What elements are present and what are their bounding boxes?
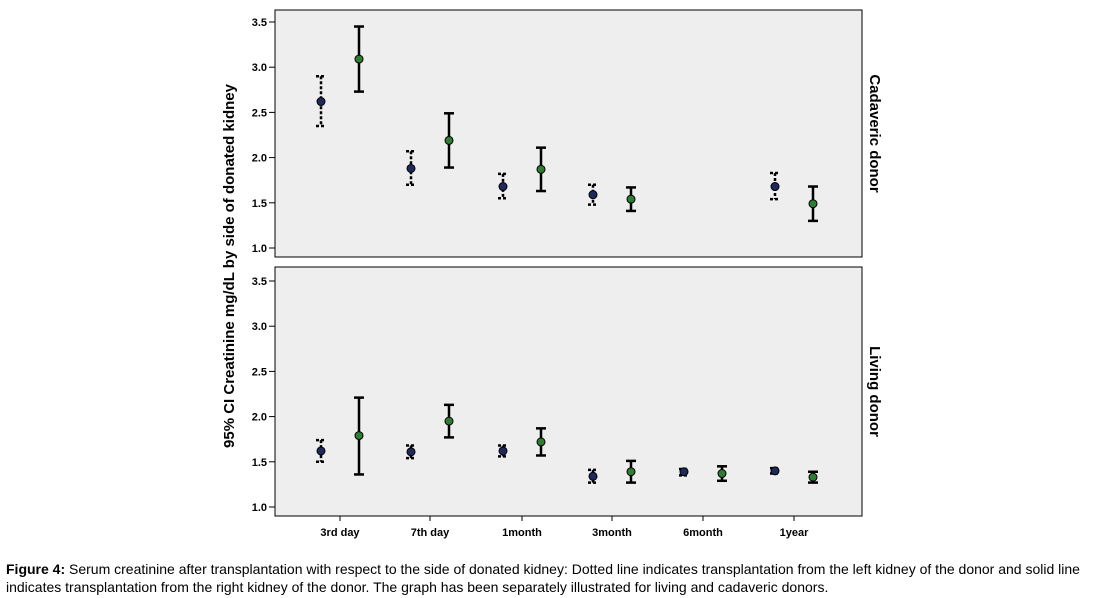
error-bar [808, 470, 818, 484]
error-bar [626, 459, 636, 484]
error-bar [354, 396, 364, 476]
mean-point [498, 182, 508, 192]
panel-1: 1.0 1.5 2.0 2.5 3.0 3.5 Living donor [252, 266, 883, 517]
series-left-kidney [316, 74, 780, 206]
error-bar [717, 465, 727, 483]
error-bar [536, 427, 546, 457]
mean-point [588, 471, 598, 481]
y-tick-label: 1.5 [252, 198, 267, 210]
x-tick-label: 1month [502, 527, 542, 539]
x-tick-label: 7th day [411, 527, 450, 539]
series-left-kidney [316, 438, 780, 484]
mean-point [808, 199, 818, 209]
error-bar [626, 186, 636, 213]
mean-point [444, 416, 454, 426]
series-right-kidney [354, 25, 818, 223]
error-bar [406, 150, 416, 186]
error-bar [498, 444, 508, 458]
mean-point [626, 194, 636, 204]
mean-point [588, 190, 598, 200]
y-tick-label: 2.0 [252, 412, 267, 424]
y-tick-label: 2.5 [252, 366, 267, 378]
error-bar [444, 112, 454, 169]
facet-label: Cadaveric donor [866, 74, 883, 193]
panel-background [274, 266, 863, 517]
mean-point [316, 97, 326, 107]
mean-point [808, 472, 818, 482]
error-bar [354, 25, 364, 93]
y-tick-label: 3.0 [252, 62, 267, 74]
x-tick-label: 3rd day [320, 527, 360, 539]
errorbar-chart: 1.0 1.5 2.0 2.5 3.0 3.5 Cadaveric donor 1.0 1.5 2… [221, 9, 883, 539]
mean-point [406, 447, 416, 457]
figure-caption: Figure 4: Serum creatinine after transpl… [6, 560, 1104, 596]
mean-point [536, 164, 546, 174]
mean-point [354, 431, 364, 441]
mean-point [536, 437, 546, 447]
error-bar [679, 467, 689, 477]
panel-background [274, 9, 863, 258]
y-tick-label: 3.5 [252, 17, 267, 29]
mean-point [444, 135, 454, 145]
x-tick-label: 6month [683, 527, 723, 539]
caption-label: Figure 4: [6, 561, 66, 577]
facet-label: Living donor [866, 346, 883, 437]
panel-0: 1.0 1.5 2.0 2.5 3.0 3.5 Cadaveric donor [252, 9, 883, 258]
error-bar [770, 466, 780, 476]
y-axis-label: 95% CI Creatinine mg/dL by side of donat… [221, 83, 238, 448]
y-tick-label: 2.0 [252, 153, 267, 165]
error-bar [588, 468, 598, 484]
error-bar [588, 183, 598, 206]
mean-point [770, 182, 780, 192]
mean-point [770, 466, 780, 476]
error-bar [316, 74, 326, 128]
mean-point [354, 54, 364, 64]
error-bar [498, 172, 508, 200]
error-bar [536, 146, 546, 193]
y-tick-label: 3.0 [252, 321, 267, 333]
error-bar [316, 438, 326, 464]
error-bar [808, 185, 818, 223]
mean-point [406, 163, 416, 173]
y-tick-label: 1.0 [252, 502, 267, 514]
error-bar [444, 403, 454, 439]
caption-text: Serum creatinine after transplantation w… [6, 561, 1080, 595]
mean-point [316, 446, 326, 456]
y-tick-label: 3.5 [252, 276, 267, 288]
y-tick-label: 1.0 [252, 243, 267, 255]
y-tick-label: 2.5 [252, 107, 267, 119]
x-tick-label: 3month [592, 527, 632, 539]
error-bar [406, 444, 416, 460]
mean-point [626, 467, 636, 477]
series-right-kidney [354, 396, 818, 484]
mean-point [679, 467, 689, 477]
mean-point [717, 469, 727, 479]
x-tick-label: 1year [780, 527, 809, 539]
error-bar [770, 171, 780, 201]
mean-point [498, 446, 508, 456]
y-tick-label: 1.5 [252, 457, 267, 469]
